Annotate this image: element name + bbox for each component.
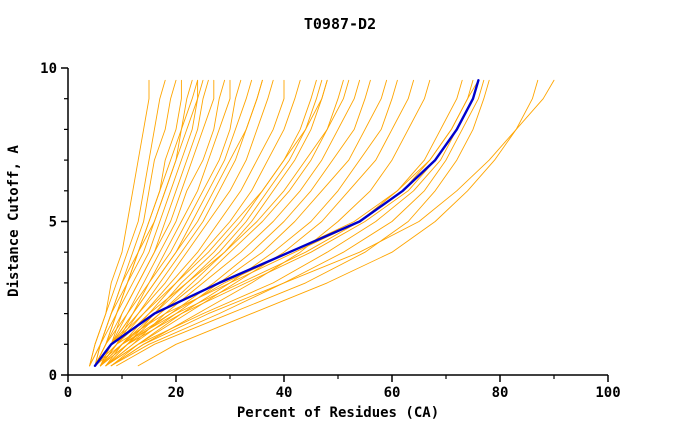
prediction-curve — [89, 79, 166, 367]
prediction-curve — [99, 79, 263, 367]
prediction-curve — [94, 79, 226, 367]
y-tick-label: 5 — [49, 215, 57, 231]
prediction-curve — [116, 79, 490, 367]
prediction-curve — [105, 79, 388, 367]
prediction-curve — [110, 79, 485, 367]
prediction-curve — [94, 79, 479, 367]
x-tick-label: 100 — [595, 385, 620, 401]
prediction-curve — [94, 79, 274, 367]
prediction-curve — [94, 79, 204, 367]
x-tick-label: 80 — [492, 385, 509, 401]
prediction-curve — [110, 79, 555, 367]
x-tick-label: 20 — [168, 385, 185, 401]
prediction-curve — [99, 79, 231, 367]
x-axis-label: Percent of Residues (CA) — [237, 405, 439, 421]
prediction-curve — [99, 79, 371, 367]
prediction-curve — [110, 79, 431, 367]
prediction-curve — [105, 79, 415, 367]
prediction-curve — [99, 79, 344, 367]
y-axis-label: Distance Cutoff, A — [6, 145, 22, 297]
prediction-curve — [110, 79, 398, 367]
y-tick-label: 0 — [49, 368, 57, 384]
prediction-curve — [94, 79, 209, 367]
prediction-curve — [99, 79, 215, 367]
prediction-curve — [137, 79, 539, 367]
x-tick-label: 60 — [384, 385, 401, 401]
x-tick-label: 0 — [64, 385, 72, 401]
prediction-curve — [89, 79, 199, 367]
x-tick-label: 40 — [276, 385, 293, 401]
chart-title: T0987-D2 — [304, 15, 376, 33]
prediction-curve — [99, 79, 317, 367]
highlight-curve — [93, 79, 480, 367]
prediction-curve — [99, 79, 285, 367]
plot-area: 0 20 40 60 80 100 0 5 10 — [40, 61, 621, 401]
y-tick-label: 10 — [40, 61, 57, 77]
prediction-curve — [99, 79, 253, 367]
prediction-curve — [105, 79, 479, 367]
prediction-curve — [105, 79, 323, 367]
prediction-curve — [94, 79, 328, 367]
